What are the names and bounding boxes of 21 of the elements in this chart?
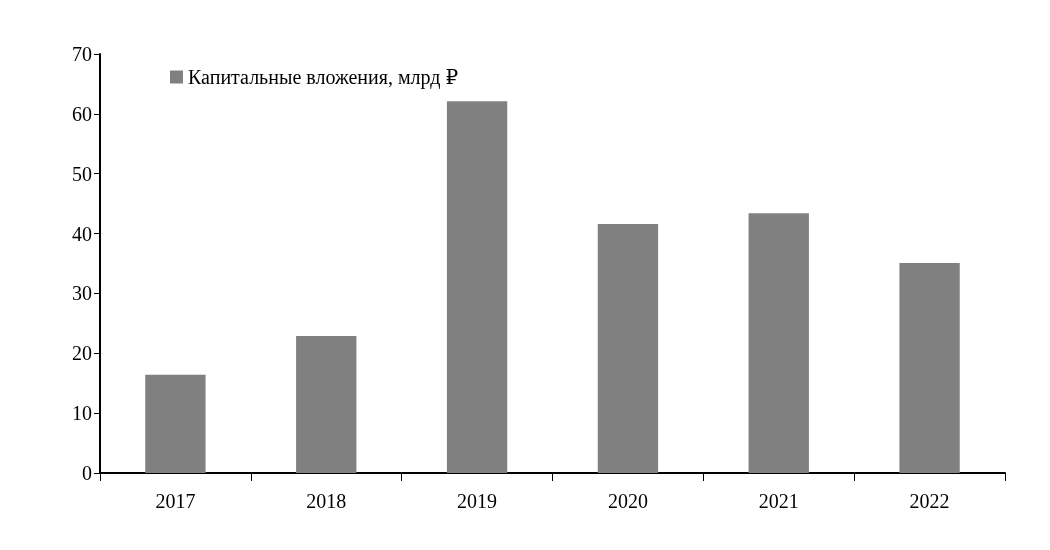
bar [145,374,206,473]
y-tick-label: 60 [72,102,92,125]
bar [296,335,357,473]
x-tick-label: 2021 [758,490,799,512]
y-tick-label: 40 [72,222,92,245]
y-tick-label: 10 [72,402,92,425]
bar [899,262,960,473]
y-tick-label: 50 [72,162,92,185]
x-tick-label: 2020 [607,490,648,512]
y-tick-label: 20 [72,342,92,365]
y-tick-label: 0 [82,462,92,484]
x-tick-label: 2019 [457,490,498,512]
bar [748,213,809,473]
x-tick-label: 2018 [306,490,347,512]
bar [446,101,508,473]
bar [597,223,659,473]
legend-label: Капитальные вложения, млрд ₽ [188,66,459,89]
y-tick-label: 30 [72,282,92,305]
x-tick-label: 2017 [155,490,196,512]
y-tick-label: 70 [72,43,92,65]
x-tick-label: 2022 [909,490,950,512]
